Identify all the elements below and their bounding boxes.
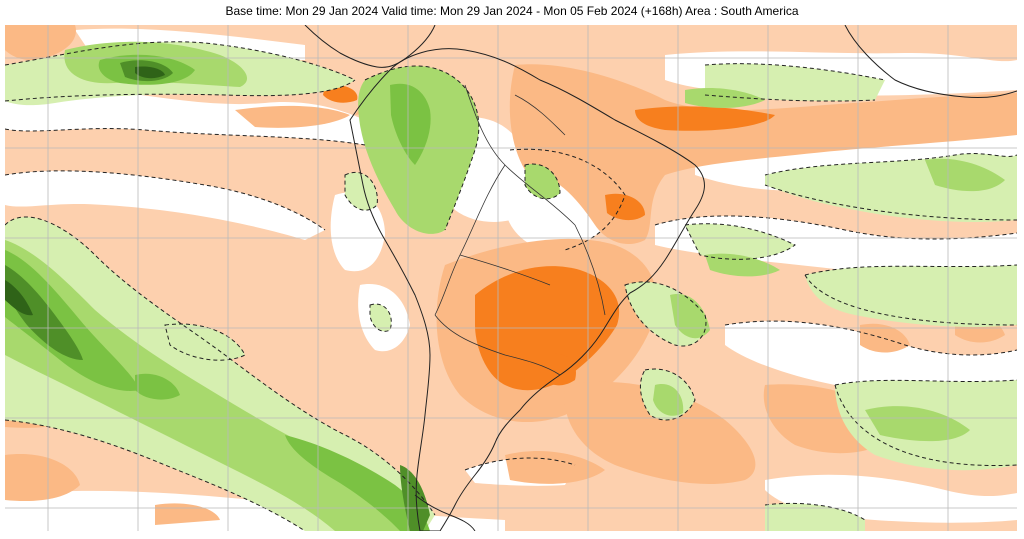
interior-borders bbox=[434, 84, 606, 376]
map-title: Base time: Mon 29 Jan 2024 Valid time: M… bbox=[225, 4, 799, 18]
coastlines bbox=[304, 25, 1017, 531]
graticule bbox=[5, 25, 1017, 531]
central-america-coastline bbox=[304, 25, 436, 68]
anomaly-contours bbox=[5, 41, 1017, 531]
caribbean-coastline bbox=[844, 25, 1017, 98]
extreme-wet-areas bbox=[5, 66, 165, 316]
south-america-coastline bbox=[349, 48, 705, 531]
tierra-del-fuego bbox=[414, 494, 476, 531]
moderate-dry-areas bbox=[5, 25, 1017, 525]
anomaly-map bbox=[5, 25, 1017, 531]
